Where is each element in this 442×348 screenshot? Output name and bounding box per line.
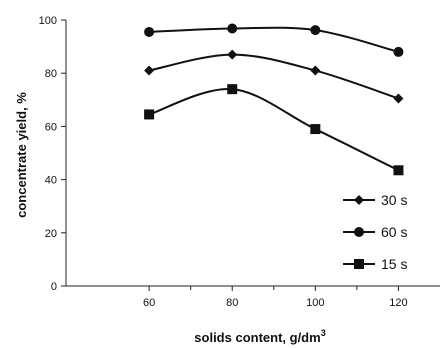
legend-marker: [354, 195, 364, 205]
data-point: [310, 124, 321, 135]
data-point: [310, 65, 321, 76]
series-60-s: [144, 23, 404, 57]
legend-label: 30 s: [381, 192, 407, 208]
data-point: [227, 49, 238, 60]
legend-item: 15 s: [343, 256, 407, 272]
data-point: [310, 25, 321, 36]
x-axis-label-text: solids content, g/dm: [194, 330, 320, 345]
y-tick-label: 100: [39, 15, 57, 27]
series-30-s: [144, 49, 404, 104]
x-tick-label: 80: [226, 297, 238, 309]
data-point: [144, 65, 155, 76]
series-line: [148, 53, 399, 100]
legend-marker: [354, 227, 364, 237]
legend-item: 30 s: [343, 192, 407, 208]
x-tick-label: 120: [389, 297, 407, 309]
data-point: [393, 46, 404, 57]
data-point: [393, 93, 404, 104]
legend-label: 15 s: [381, 256, 407, 272]
legend-marker: [354, 259, 364, 269]
legend: 30 s 60 s 15 s: [343, 192, 407, 272]
x-tick-label: 100: [306, 297, 324, 309]
legend-item: 60 s: [343, 224, 407, 240]
series-line: [149, 26, 399, 53]
x-tick-label: 60: [143, 297, 155, 309]
series-15-s: [144, 84, 404, 176]
x-axis-label: solids content, g/dm3: [194, 328, 325, 345]
y-tick-label: 80: [45, 68, 57, 80]
x-axis-label-superscript: 3: [321, 328, 326, 338]
series-layer: [144, 23, 404, 176]
x-axis-ticks: 60 80 100 120: [143, 286, 408, 309]
data-point: [144, 26, 155, 37]
legend-label: 60 s: [381, 224, 407, 240]
axes: [65, 20, 440, 287]
y-tick-label: 0: [51, 281, 57, 293]
y-tick-label: 40: [45, 175, 57, 187]
data-point: [227, 84, 238, 95]
y-axis-ticks: 0 20 40 60 80 100: [39, 15, 66, 293]
y-tick-label: 20: [45, 228, 57, 240]
y-axis-label: concentrate yield, %: [14, 92, 29, 218]
data-point: [393, 165, 404, 176]
data-point: [227, 23, 238, 34]
data-point: [144, 109, 155, 120]
series-line: [148, 88, 399, 172]
y-tick-label: 60: [45, 121, 57, 133]
